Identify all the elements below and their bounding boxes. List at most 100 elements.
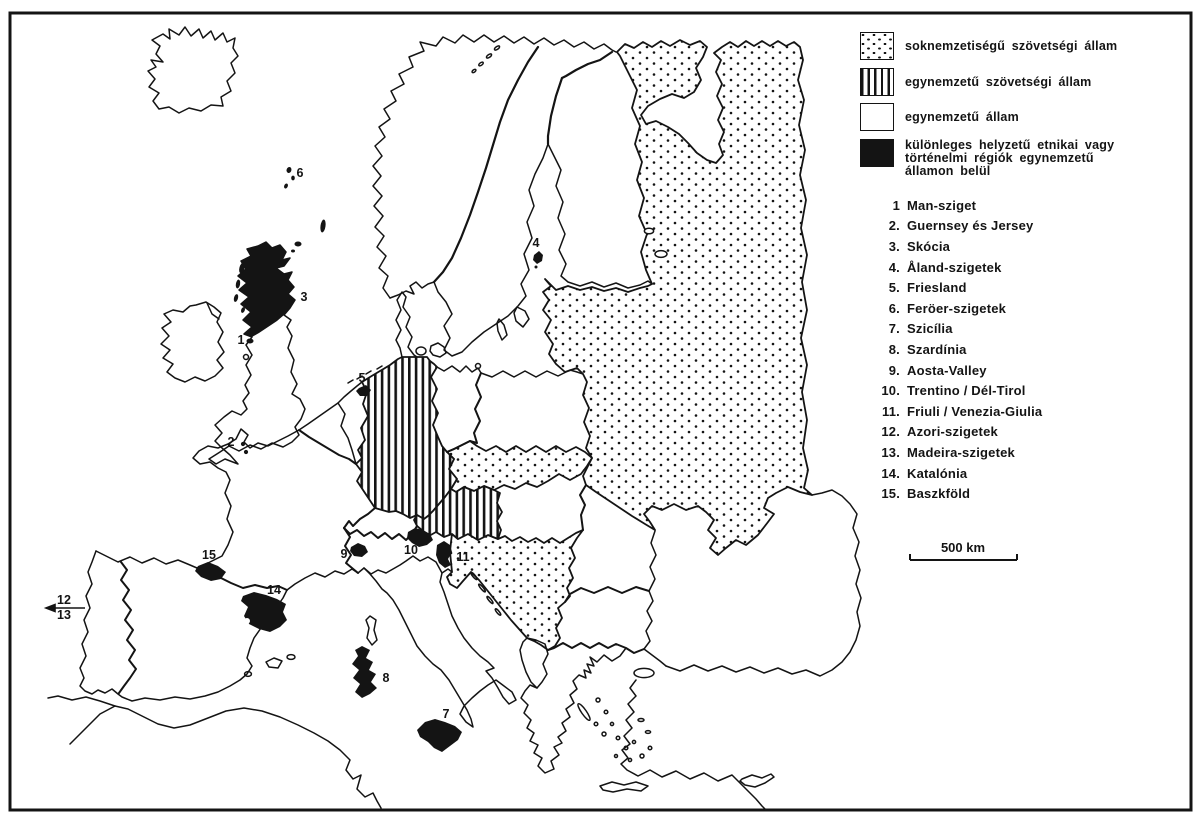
region-man-black — [246, 338, 254, 344]
coast-poland — [480, 369, 584, 378]
coast-romania-blacksea — [648, 530, 657, 592]
region-hebrides-black — [239, 262, 245, 274]
legend-label: különleges helyzetű etnikai vagy történel… — [905, 138, 1115, 178]
coast-north-africa — [69, 705, 382, 809]
border-norway-finland — [560, 50, 614, 80]
coast-morocco-west — [47, 695, 116, 707]
border-eastgermany-czech — [446, 440, 471, 453]
legend-item-single-nation-federal-state: egynemzetű szövetségi állam — [860, 68, 1091, 96]
border-hungary-romania — [579, 484, 587, 531]
dots-swatch — [860, 32, 894, 60]
coast-finland — [547, 143, 653, 289]
scale-bar — [909, 554, 1018, 561]
list-item-number: 8. — [888, 341, 900, 357]
region-yugoslavia-dotted — [446, 529, 584, 651]
list-item-11: 11. Friuli / Venezia-Giulia — [858, 401, 1188, 422]
list-item-8: 8. Szardínia — [858, 339, 1188, 360]
list-item-3: 3. Skócia — [858, 236, 1188, 257]
coast-low-countries — [298, 381, 363, 431]
map-number-label-1: 1 — [238, 333, 245, 347]
coast-anatolia-west-south — [620, 679, 767, 811]
island-cyprus — [739, 773, 775, 788]
region-aland-black — [533, 251, 543, 264]
map-number-label-11: 11 — [456, 550, 469, 564]
border-france-switzerland — [343, 507, 376, 529]
region-czechoslovakia-dotted — [446, 440, 593, 493]
region-faroe-black — [291, 175, 295, 181]
coast-bulgaria — [643, 590, 654, 650]
border-france-belgium — [298, 429, 357, 465]
list-item-number: 2. — [888, 218, 900, 234]
map-number-label-13: 13 — [57, 608, 71, 622]
list-item-6: 6. Feröer-szigetek — [858, 298, 1188, 319]
black-swatch — [860, 139, 894, 167]
list-item-12: 12. Azori-szigetek — [858, 422, 1188, 443]
legend-item-single-nation-state: egynemzetű állam — [860, 103, 1019, 131]
coast-denmark — [395, 291, 418, 358]
white-swatch — [860, 103, 894, 131]
coast-sweden — [433, 143, 549, 357]
list-item-7: 7. Szicília — [858, 319, 1188, 340]
coast-norway — [372, 34, 617, 299]
border-romania-bulgaria — [564, 586, 650, 603]
list-item-name: Friuli / Venezia-Giulia — [907, 403, 1043, 419]
map-number-label-12: 12 — [57, 593, 71, 607]
list-item-number: 14. — [881, 465, 900, 481]
island-anglesey — [242, 353, 250, 361]
list-item-name: Skócia — [907, 238, 951, 254]
coast-greece — [520, 647, 627, 774]
region-friuli-black — [436, 541, 452, 568]
island-ibiza — [243, 670, 253, 678]
island-lofoten — [485, 53, 493, 59]
region-sardinia-black — [352, 646, 377, 698]
coast-norway-south — [389, 281, 435, 299]
border-france-italy — [343, 527, 359, 574]
list-item-name: Azori-szigetek — [907, 424, 998, 440]
azores-madeira-arrow — [43, 603, 85, 613]
list-item-13: 13. Madeira-szigetek — [858, 442, 1188, 463]
list-item-name: Guernsey és Jersey — [907, 218, 1034, 234]
island-corsica — [365, 615, 378, 646]
stripes-swatch — [860, 68, 894, 96]
scale-label: 500 km — [941, 540, 985, 555]
island-oland — [496, 318, 508, 341]
coast-italy — [363, 567, 517, 728]
region-friesland-black — [356, 385, 371, 396]
list-item-name: Aosta-Valley — [907, 362, 987, 378]
region-hebrides-black — [235, 279, 241, 289]
list-item-number: 5. — [888, 280, 900, 296]
region-aland-black — [534, 265, 538, 269]
list-item-number: 15. — [881, 486, 900, 502]
list-item-name: Trentino / Dél-Tirol — [907, 383, 1026, 399]
island-lofoten — [477, 61, 485, 67]
map-number-label-9: 9 — [341, 547, 348, 561]
region-basque-black — [195, 562, 226, 581]
legend-item-multinational-federal-state: soknemzetiségű szövetségi állam — [860, 32, 1117, 60]
island-funen — [415, 346, 427, 356]
list-item-name: Madeira-szigetek — [907, 444, 1015, 460]
list-item-15: 15. Baszkföld — [858, 483, 1188, 504]
island-euboea — [577, 702, 591, 722]
list-item-5: 5. Friesland — [858, 277, 1188, 298]
legend-item-special-ethnic-regions: különleges helyzetű etnikai vagy történel… — [860, 139, 1114, 178]
map-number-label-6: 6 — [297, 166, 304, 180]
region-shetland-black — [320, 219, 326, 233]
island-lofoten — [471, 68, 477, 74]
map-number-label-15: 15 — [202, 548, 216, 562]
region-catalonia-black — [241, 592, 287, 632]
region-orkney-black — [291, 249, 295, 253]
list-item-number: 6. — [888, 300, 900, 316]
coast-anatolia-north — [665, 489, 862, 677]
list-item-10: 10. Trentino / Dél-Tirol — [858, 380, 1188, 401]
island-menorca — [286, 653, 296, 661]
coast-ireland — [160, 301, 225, 383]
border-eastgermany-poland — [469, 372, 482, 444]
border-greece-north — [547, 642, 645, 654]
legend-label: soknemzetiségű szövetségi állam — [905, 38, 1118, 53]
region-trentino-black — [407, 528, 433, 547]
region-hebrides-black — [233, 294, 239, 302]
map-number-label-2: 2 — [228, 435, 235, 449]
list-item-number: 10. — [881, 383, 900, 399]
border-netherlands-belgium — [337, 402, 357, 465]
